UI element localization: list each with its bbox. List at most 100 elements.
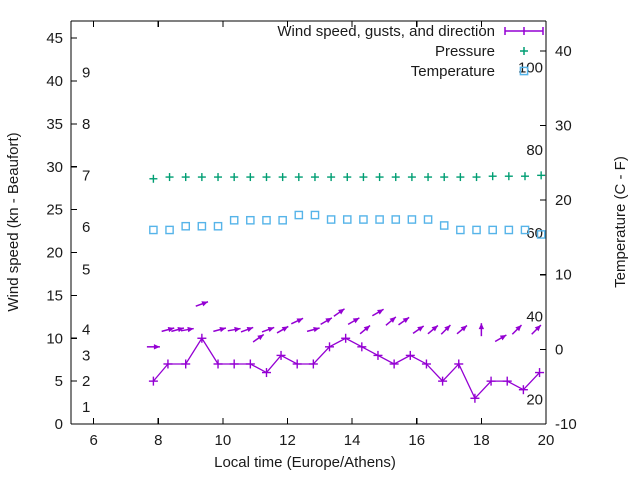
pressure-point: [278, 173, 287, 182]
wind-direction-arrow: [385, 316, 397, 326]
wind-speed-point: [261, 368, 271, 378]
wind-speed-point: [405, 350, 415, 360]
wind-speed-point: [389, 359, 399, 369]
wind-direction-arrow: [195, 301, 209, 307]
chart-legend: Wind speed, gusts, and direction Pressure…: [277, 23, 544, 80]
wind-speed-point: [438, 376, 448, 386]
y-tick-label: 15: [46, 287, 63, 304]
pressure-point: [214, 173, 223, 182]
y-tick-label: 45: [46, 30, 63, 47]
temperature-point: [536, 230, 546, 239]
wind-direction-arrow: [456, 324, 468, 335]
x-tick-label: 12: [279, 432, 296, 449]
temperature-point: [213, 221, 223, 231]
beaufort-label: 5: [82, 262, 90, 279]
wind-direction-arrow: [347, 317, 360, 326]
temperature-point: [165, 225, 174, 235]
y2-axis-ticks: -10 0 10 20 30 40: [540, 43, 577, 433]
wind-speed-point: [308, 359, 318, 369]
wind-direction-arrow: [290, 317, 304, 325]
pressure-point: [407, 173, 416, 182]
y-tick-label: 20: [46, 245, 63, 262]
y2-tick-label: 40: [555, 43, 572, 60]
temperature-point: [375, 215, 384, 224]
wind-speed-point: [502, 376, 512, 386]
wind-direction-arrow: [171, 326, 185, 333]
pressure-point: [375, 173, 384, 182]
temperature-point: [278, 215, 287, 225]
pressure-point: [262, 173, 271, 182]
series-wind-gusts: [146, 301, 542, 350]
wind-speed-point: [181, 359, 191, 369]
wind-direction-arrow: [261, 326, 275, 333]
wind-speed-point: [213, 359, 223, 369]
fahrenheit-label: 20: [526, 391, 543, 408]
y-tick-label: 30: [46, 159, 63, 176]
temperature-point: [342, 215, 352, 224]
series-pressure: [149, 171, 546, 183]
temperature-point: [326, 215, 336, 224]
y2-tick-label: -10: [555, 416, 577, 433]
wind-direction-arrow: [306, 326, 320, 333]
x-tick-label: 10: [215, 432, 232, 449]
pressure-point: [488, 172, 497, 181]
x-axis-ticks: 6 8 10 12 14 16 18 20: [89, 21, 554, 449]
pressure-point: [456, 173, 465, 182]
x-tick-label: 8: [154, 432, 162, 449]
wind-speed-point: [163, 359, 173, 369]
temperature-point: [181, 221, 191, 231]
wind-speed-point: [148, 376, 158, 386]
temperature-point: [504, 225, 514, 235]
legend-label: Wind speed, gusts, and direction: [277, 23, 495, 40]
y-tick-label: 40: [46, 73, 63, 90]
wind-speed-point: [486, 376, 496, 386]
wind-speed-point: [325, 342, 335, 352]
wind-speed-point: [245, 359, 255, 369]
series-temperature: [149, 210, 546, 239]
temperature-point: [310, 210, 320, 220]
legend-marker: [520, 47, 528, 55]
pressure-point: [424, 173, 433, 182]
y2-tick-label: 0: [555, 341, 563, 358]
wind-direction-arrow: [146, 344, 160, 350]
y2-tick-label: 20: [555, 192, 572, 209]
wind-speed-point: [518, 385, 528, 395]
y-tick-label: 5: [55, 373, 63, 390]
temperature-point: [262, 215, 271, 225]
beaufort-label: 4: [82, 322, 90, 339]
fahrenheit-label: 40: [526, 309, 543, 326]
temperature-point: [407, 215, 417, 224]
wind-direction-arrow: [213, 326, 227, 333]
wind-direction-arrow: [227, 326, 241, 333]
pressure-point: [149, 174, 158, 183]
wind-direction-arrow: [180, 326, 194, 333]
wind-direction-arrow: [440, 324, 451, 335]
wind-direction-arrow: [494, 334, 507, 343]
y2-axis-title: Temperature (C - F): [612, 156, 629, 288]
pressure-point: [391, 173, 400, 182]
x-tick-label: 16: [408, 432, 425, 449]
wind-speed-point: [454, 359, 464, 369]
beaufort-label: 7: [82, 167, 90, 184]
temperature-point: [294, 210, 304, 220]
wind-speed-point: [535, 368, 545, 378]
pressure-point: [504, 172, 513, 181]
temperature-point: [391, 215, 401, 224]
beaufort-label: 1: [82, 399, 90, 416]
pressure-point: [310, 173, 319, 182]
pressure-point: [359, 173, 368, 182]
pressure-point: [294, 173, 303, 182]
pressure-point: [230, 173, 239, 182]
wind-direction-arrow: [252, 333, 265, 343]
y-axis-ticks: 0 5 10 15 20 25 30 35 40 45: [46, 30, 77, 433]
pressure-point: [343, 173, 352, 182]
x-tick-label: 14: [344, 432, 361, 449]
x-tick-label: 20: [538, 432, 555, 449]
legend-marker: [519, 66, 529, 76]
temperature-point: [149, 225, 158, 235]
wind-speed-point: [276, 350, 286, 360]
temperature-point: [197, 221, 207, 231]
beaufort-label: 2: [82, 373, 90, 390]
pressure-point: [181, 173, 190, 182]
